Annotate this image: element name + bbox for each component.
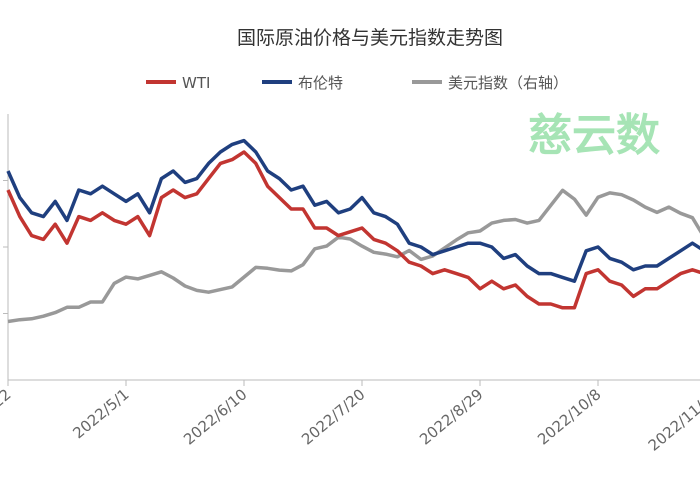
x-tick-label: 2022/10/8 — [534, 385, 604, 448]
watermark: 慈云数 — [528, 110, 660, 161]
x-tick-label: 2022/8/29 — [416, 385, 486, 448]
x-tick-label: 2022/6/10 — [180, 385, 250, 448]
x-tick-label: 2022/7/20 — [298, 385, 368, 448]
series-line-wti — [6, 150, 700, 310]
legend-item-wti[interactable]: WTI — [146, 74, 210, 92]
legend-label-brent: 布伦特 — [298, 74, 343, 92]
series-line-dollar-index — [7, 188, 700, 324]
ticks: 2022/3/22 2022/5/1 2022/6/10 2022/7/20 2022/… — [0, 180, 700, 455]
x-tick-label: 2022/11/17 — [645, 385, 700, 454]
legend-item-dollar-index[interactable]: 美元指数（右轴） — [412, 74, 568, 92]
legend-label-dollar-index: 美元指数（右轴） — [448, 74, 568, 92]
x-tick-label: 2022/3/22 — [0, 385, 15, 448]
legend: WTI 布伦特 美元指数（右轴） — [146, 74, 568, 92]
legend-label-wti: WTI — [182, 74, 210, 92]
chart-title: 国际原油价格与美元指数走势图 — [237, 27, 503, 49]
x-tick-label: 2022/5/1 — [69, 385, 132, 442]
series-layer — [6, 138, 700, 324]
legend-item-brent[interactable]: 布伦特 — [262, 74, 343, 92]
series-line-brent — [6, 138, 700, 283]
